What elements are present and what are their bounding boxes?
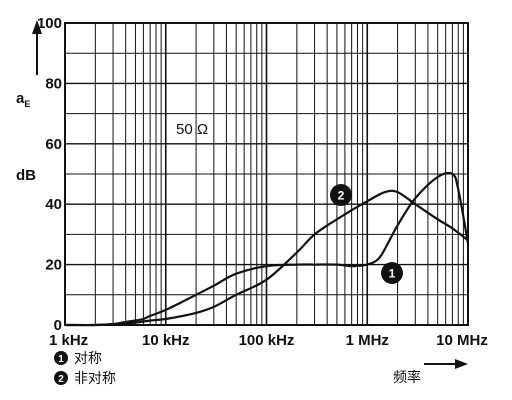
series-badge-2-number: 2: [338, 189, 345, 203]
x-tick-label: 1 kHz: [49, 332, 88, 349]
y-axis-ticks: 0 20 40 60 80 100: [37, 15, 62, 334]
series-markers: 12: [330, 184, 403, 284]
series-badge-2: [330, 184, 352, 206]
legend-label-1: 对称: [74, 351, 102, 367]
y-tick-label: 0: [54, 317, 62, 334]
chart-grid: [64, 23, 468, 325]
x-tick-label: 1 MHz: [346, 332, 389, 349]
plot-border: [64, 22, 469, 326]
x-axis-arrow-head: [455, 359, 468, 369]
series-line-2: [64, 189, 469, 327]
legend: 1 对称 2 非对称: [54, 351, 116, 387]
y-tick-label: 60: [45, 136, 62, 153]
legend-badge-1-number: 1: [58, 354, 64, 365]
legend-label-2: 非对称: [74, 371, 116, 387]
x-tick-label: 10 kHz: [142, 332, 190, 349]
x-axis-label: 频率: [393, 369, 421, 386]
series-line-1: [64, 171, 470, 327]
y-tick-label: 80: [45, 75, 62, 92]
legend-badge-2: [54, 371, 68, 385]
y-axis-arrow-head: [32, 20, 42, 34]
data-curves: [64, 171, 470, 327]
y-tick-label: 20: [45, 257, 62, 274]
impedance-annotation: 50 Ω: [176, 121, 208, 138]
y-axis-label: aE: [16, 90, 30, 109]
x-tick-label: 10 MHz: [436, 332, 488, 349]
y-tick-label: 40: [45, 196, 62, 213]
x-tick-label: 100 kHz: [239, 332, 295, 349]
series-badge-1: [381, 262, 403, 284]
y-tick-label: 100: [37, 15, 62, 32]
legend-badge-1: [54, 351, 68, 365]
y-axis-unit: dB: [16, 167, 36, 184]
chart-frame: [64, 22, 469, 326]
series-badge-1-number: 1: [389, 267, 396, 281]
x-axis-ticks: 1 kHz 10 kHz 100 kHz 1 MHz 10 MHz: [49, 332, 488, 349]
legend-badge-2-number: 2: [58, 374, 64, 385]
